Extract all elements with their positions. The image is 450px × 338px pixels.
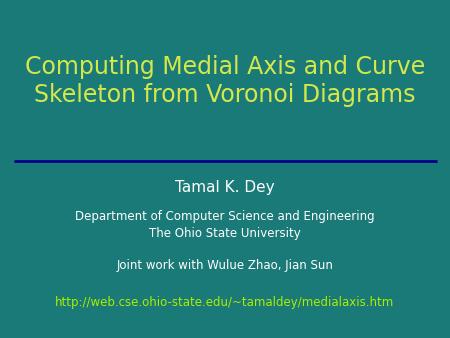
Text: Computing Medial Axis and Curve
Skeleton from Voronoi Diagrams: Computing Medial Axis and Curve Skeleton… [25, 55, 425, 107]
Text: Joint work with Wulue Zhao, Jian Sun: Joint work with Wulue Zhao, Jian Sun [117, 259, 333, 272]
Text: http://web.cse.ohio-state.edu/~tamaldey/medialaxis.htm: http://web.cse.ohio-state.edu/~tamaldey/… [55, 296, 395, 309]
Text: Department of Computer Science and Engineering
The Ohio State University: Department of Computer Science and Engin… [75, 210, 375, 240]
Text: Tamal K. Dey: Tamal K. Dey [175, 180, 275, 195]
